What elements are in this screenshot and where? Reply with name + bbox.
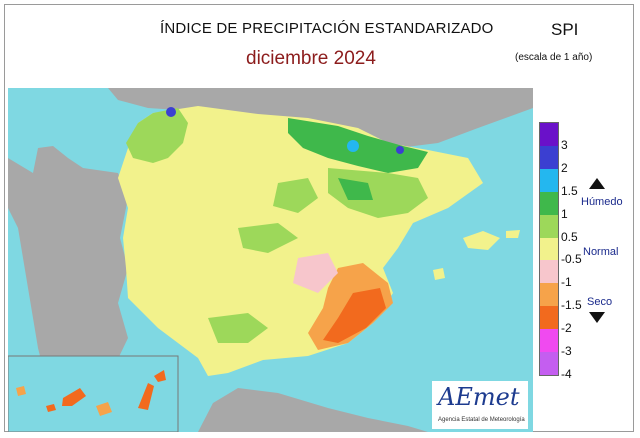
legend-swatch — [540, 191, 558, 215]
aragon-humid — [338, 178, 373, 200]
legend-tick-label: 1 — [561, 206, 568, 221]
basque-very-humid — [347, 140, 359, 152]
dry-arrow-icon — [589, 312, 605, 323]
legend-color-bar — [539, 122, 559, 376]
africa-land — [198, 388, 428, 432]
legend-tick-label: -4 — [561, 367, 572, 381]
galicia-very-humid — [166, 107, 176, 117]
humid-arrow-icon — [589, 178, 605, 189]
canary-inset — [8, 355, 179, 432]
ibiza — [433, 268, 445, 280]
la-palma — [16, 386, 26, 396]
dry-label: Seco — [587, 296, 613, 308]
central-north-humid — [273, 178, 318, 213]
andalusia-humid — [208, 313, 268, 343]
france-land — [108, 88, 533, 148]
la-gomera — [46, 404, 56, 412]
tenerife — [62, 388, 86, 406]
legend-tick-label: -1 — [561, 275, 572, 290]
scale-note: (escala de 1 año) — [515, 52, 593, 63]
southeast-slightly-dry — [293, 253, 338, 293]
legend-tick-label: 1.5 — [561, 183, 578, 198]
spi-map-svg — [8, 88, 533, 432]
central-humid — [238, 223, 298, 253]
lanzarote — [154, 370, 166, 382]
legend-tick-label: 3 — [561, 137, 568, 152]
aemet-logo: AEmet Agencia Estatal de Meteorología — [432, 381, 528, 429]
index-name: SPI — [551, 20, 579, 39]
galicia-humid — [126, 108, 188, 163]
fuerteventura — [138, 383, 154, 410]
navarra-very-humid — [396, 146, 404, 154]
legend-swatch — [540, 306, 558, 330]
map-title: ÍNDICE DE PRECIPITACIÓN ESTANDARIZADO — [160, 20, 494, 37]
legend-tick-label: -3 — [561, 344, 572, 359]
humid-label: Húmedo — [581, 196, 623, 208]
gran-canaria — [96, 402, 112, 416]
aemet-logo-text: AEmet — [438, 383, 520, 411]
legend-swatch — [540, 123, 558, 146]
legend-tick-label: -2 — [561, 321, 572, 336]
legend-swatch — [540, 329, 558, 353]
menorca — [506, 230, 520, 238]
legend-swatch — [540, 237, 558, 261]
aemet-logo-subtext: Agencia Estatal de Meteorología — [438, 417, 525, 423]
legend-swatch — [540, 214, 558, 238]
murcia-very-dry — [323, 288, 386, 343]
spi-map — [8, 88, 533, 432]
legend-tick-label: 0.5 — [561, 229, 578, 244]
legend-tick-label: -0.5 — [561, 252, 582, 267]
spain-mainland — [118, 106, 483, 376]
spi-legend: 3 2 1.5 1 0.5 -0.5 -1 -1.5 -2 -3 -4 Húmedo Normal … — [537, 120, 627, 381]
map-subtitle-period: diciembre 2024 — [246, 48, 376, 69]
normal-label: Normal — [583, 246, 619, 258]
legend-tick-label: 2 — [561, 160, 568, 175]
legend-swatch — [540, 352, 558, 375]
portugal-land — [8, 146, 128, 388]
legend-swatch — [540, 283, 558, 307]
legend-swatch — [540, 260, 558, 284]
legend-tick-label: -1.5 — [561, 298, 582, 313]
legend-swatch — [540, 145, 558, 169]
legend-swatch — [540, 168, 558, 192]
mallorca — [463, 231, 500, 250]
